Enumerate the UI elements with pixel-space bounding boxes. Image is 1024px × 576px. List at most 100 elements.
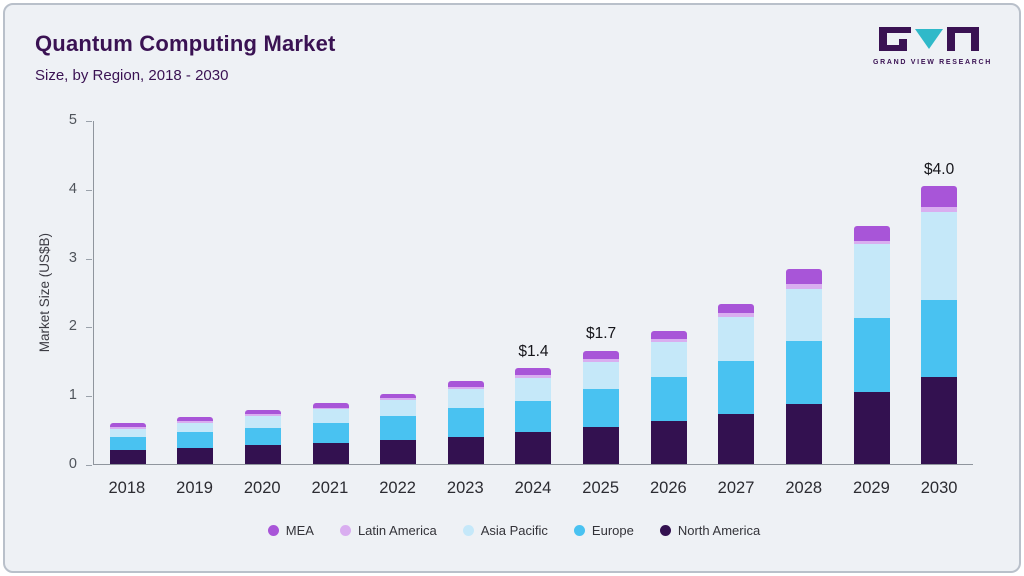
segment-latin-america-2030	[921, 206, 958, 213]
bar-column-2029	[838, 121, 906, 464]
bar-column-2018	[94, 121, 162, 464]
bar-column-2025: $1.7	[567, 121, 635, 464]
bar-stack-2023	[447, 381, 484, 464]
y-tick-mark	[86, 189, 92, 191]
segment-mea-2023	[447, 381, 484, 387]
legend-swatch-europe	[573, 525, 585, 536]
grand-view-research-logo: GRAND VIEW RESEARCH	[873, 27, 990, 66]
segment-asia-pacific-2030	[921, 212, 958, 301]
segment-north-america-2030	[921, 376, 958, 464]
bar-column-2027	[702, 121, 770, 464]
segment-latin-america-2023	[447, 386, 484, 390]
x-tick-label-2030: 2030	[920, 479, 958, 497]
segment-mea-2026	[650, 330, 687, 339]
segment-north-america-2018	[109, 450, 146, 464]
segment-europe-2027	[718, 360, 755, 414]
segment-europe-2022	[380, 415, 417, 440]
bar-column-2022	[364, 121, 432, 464]
segment-asia-pacific-2020	[245, 415, 282, 428]
segment-north-america-2028	[785, 404, 822, 464]
segment-asia-pacific-2022	[380, 400, 417, 416]
y-tick-mark	[86, 465, 92, 466]
legend-label-north-america: North America	[677, 523, 761, 538]
segment-europe-2019	[177, 432, 214, 448]
x-axis: 2018 2019 2020 2021 2022 2023 2024 2025 2026 2027…	[93, 466, 973, 498]
bar-stack-2021	[312, 402, 349, 464]
bar-column-2023	[432, 121, 500, 464]
segment-asia-pacific-2025	[583, 362, 620, 390]
segment-mea-2020	[245, 409, 282, 415]
bar-stack-2025	[583, 350, 620, 464]
segment-europe-2030	[921, 300, 958, 377]
bar-column-2019	[162, 121, 230, 464]
segment-europe-2024	[515, 400, 552, 433]
y-tick-label-1: 1	[68, 387, 77, 404]
bar-stack-2029	[853, 226, 890, 464]
x-tick-label-2029: 2029	[853, 479, 890, 497]
y-tick-label-3: 3	[68, 249, 77, 266]
x-tick-label-2018: 2018	[108, 479, 146, 497]
legend-label-latin-america: Latin America	[357, 523, 437, 538]
y-tick-label-4: 4	[68, 180, 77, 197]
legend-item-north-america: North America	[659, 523, 761, 538]
bar-stack-2030	[921, 186, 958, 464]
legend-label-asia-pacific: Asia Pacific	[480, 523, 548, 538]
x-tick-label-2027: 2027	[717, 479, 755, 497]
y-tick-label-2: 2	[68, 318, 77, 335]
x-tick-label-2024: 2024	[514, 479, 552, 497]
bar-value-label-2024: $1.4	[518, 342, 549, 360]
report-card: Quantum Computing Market Size, by Region…	[3, 3, 1021, 573]
x-tick-label-2022: 2022	[379, 479, 416, 497]
segment-asia-pacific-2019	[177, 422, 214, 433]
segment-mea-2025	[583, 350, 620, 359]
legend-item-latin-america: Latin America	[339, 523, 437, 538]
bar-stack-2019	[177, 416, 214, 464]
bar-column-2030: $4.0	[905, 121, 973, 464]
segment-asia-pacific-2024	[515, 378, 552, 401]
segment-asia-pacific-2026	[650, 341, 687, 377]
y-tick-label-0: 0	[68, 456, 77, 472]
x-tick-label-2028: 2028	[785, 479, 823, 497]
legend-item-asia-pacific: Asia Pacific	[462, 523, 548, 538]
segment-europe-2029	[853, 317, 890, 392]
segment-mea-2027	[718, 303, 755, 314]
segment-north-america-2029	[853, 391, 890, 464]
segment-mea-2019	[177, 416, 214, 422]
bar-column-2021	[297, 121, 365, 464]
segment-north-america-2023	[447, 436, 484, 464]
segment-latin-america-2026	[650, 338, 687, 342]
gvr-logo-mark	[879, 27, 979, 51]
bar-stack-2028	[785, 268, 822, 464]
bar-column-2028	[770, 121, 838, 464]
segment-asia-pacific-2028	[785, 288, 822, 341]
x-tick-label-2019: 2019	[176, 479, 213, 497]
segment-latin-america-2024	[515, 375, 552, 379]
segment-north-america-2021	[312, 443, 349, 464]
y-tick-mark	[86, 258, 92, 260]
segment-europe-2026	[650, 376, 687, 421]
segment-north-america-2020	[245, 445, 282, 464]
x-tick-label-2025: 2025	[582, 479, 620, 497]
segment-asia-pacific-2027	[718, 316, 755, 361]
segment-north-america-2025	[583, 426, 620, 464]
y-tick-mark	[86, 396, 92, 398]
bar-stack-2026	[650, 330, 687, 464]
bar-value-label-2025: $1.7	[585, 325, 617, 343]
segment-mea-2024	[515, 367, 552, 376]
segment-mea-2028	[785, 268, 822, 285]
segment-asia-pacific-2029	[853, 243, 890, 318]
page-title: Quantum Computing Market	[35, 31, 336, 56]
segment-asia-pacific-2021	[312, 409, 349, 423]
segment-europe-2023	[447, 407, 484, 437]
x-tick-label-2021: 2021	[311, 479, 349, 497]
bar-stack-2027	[718, 303, 755, 464]
x-tick-label-2023: 2023	[446, 479, 484, 497]
y-tick-label-5: 5	[68, 112, 77, 128]
legend-item-mea: MEA	[267, 523, 314, 538]
segment-europe-2021	[312, 422, 349, 444]
x-tick-label-2026: 2026	[649, 479, 687, 497]
bar-value-label-2030: $4.0	[924, 161, 955, 179]
legend-swatch-asia-pacific	[462, 525, 474, 536]
segment-north-america-2019	[177, 447, 214, 464]
